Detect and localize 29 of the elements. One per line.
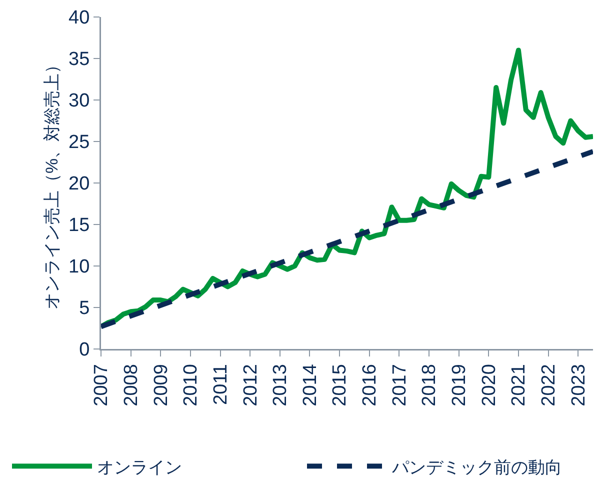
y-tick-label: 10 — [68, 256, 90, 278]
x-tick-label: 2008 — [120, 364, 142, 406]
x-tick-label: 2019 — [448, 364, 470, 406]
y-tick-label: 40 — [68, 8, 90, 29]
x-tick-label: 2017 — [389, 364, 410, 406]
x-tick-label: 2015 — [330, 364, 351, 406]
x-tick-label: 2014 — [300, 364, 321, 406]
x-tick-label: 2020 — [478, 364, 500, 406]
y-tick-label: 20 — [68, 174, 90, 195]
legend-label: パンデミック前の動向 — [391, 458, 562, 477]
y-tick-label: 25 — [68, 132, 90, 154]
x-tick-label: 2010 — [180, 364, 202, 406]
x-tick-label: 2022 — [538, 364, 560, 406]
y-tick-label: 5 — [79, 298, 90, 320]
y-tick-label: 35 — [68, 49, 90, 70]
x-tick-label: 2018 — [419, 364, 440, 406]
x-tick-label: 2023 — [568, 364, 590, 406]
x-tick-label: 2011 — [210, 364, 232, 405]
y-tick-label: 0 — [79, 340, 90, 361]
legend-label: オンライン — [97, 458, 182, 477]
x-tick-label: 2021 — [508, 364, 530, 406]
x-tick-label: 2009 — [150, 364, 172, 406]
x-tick-label: 2007 — [91, 364, 112, 406]
x-tick-label: 2012 — [240, 364, 262, 406]
y-axis-title: オンライン売上（%、対総売上） — [42, 56, 62, 310]
y-tick-label: 15 — [68, 215, 90, 236]
x-tick-label: 2013 — [270, 364, 292, 406]
y-tick-label: 30 — [68, 90, 90, 112]
x-tick-label: 2016 — [360, 364, 381, 406]
